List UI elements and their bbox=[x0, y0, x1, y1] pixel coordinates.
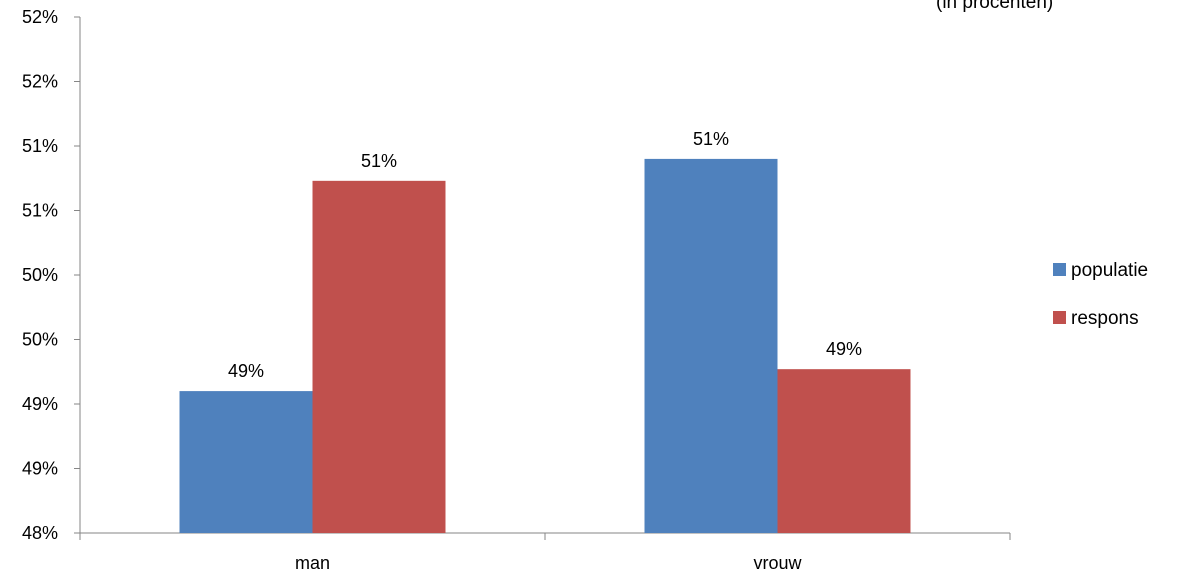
bar-respons-vrouw bbox=[777, 369, 911, 533]
y-tick-label: 49% bbox=[22, 459, 58, 479]
y-tick-label: 52% bbox=[22, 72, 58, 92]
y-tick-label: 48% bbox=[22, 523, 58, 543]
data-label: 49% bbox=[826, 339, 862, 359]
y-tick-label: 51% bbox=[22, 136, 58, 156]
plot-area: 48% 49% 49% 50% 50% 51% 51% 52% 52% 49% 51% man 51% 4… bbox=[22, 7, 1011, 573]
chart-title-fragment: (in procenten) bbox=[936, 0, 1053, 13]
legend-label-respons: respons bbox=[1071, 308, 1139, 329]
x-category-label: vrouw bbox=[753, 553, 802, 573]
y-tick-label: 49% bbox=[22, 394, 58, 414]
bar-populatie-vrouw bbox=[644, 158, 778, 533]
y-tick-label: 51% bbox=[22, 201, 58, 221]
y-tick-label: 50% bbox=[22, 330, 58, 350]
legend-swatch-populatie bbox=[1053, 263, 1066, 276]
y-tick-label: 50% bbox=[22, 265, 58, 285]
bar-populatie-man bbox=[179, 391, 313, 533]
y-tick-label: 52% bbox=[22, 7, 58, 27]
data-label: 49% bbox=[228, 361, 264, 381]
legend: populatie respons bbox=[1053, 260, 1148, 329]
data-label: 51% bbox=[361, 151, 397, 171]
legend-label-populatie: populatie bbox=[1071, 260, 1148, 281]
legend-swatch-respons bbox=[1053, 311, 1066, 324]
x-category-label: man bbox=[295, 553, 330, 573]
bar-respons-man bbox=[312, 180, 446, 533]
data-label: 51% bbox=[693, 129, 729, 149]
